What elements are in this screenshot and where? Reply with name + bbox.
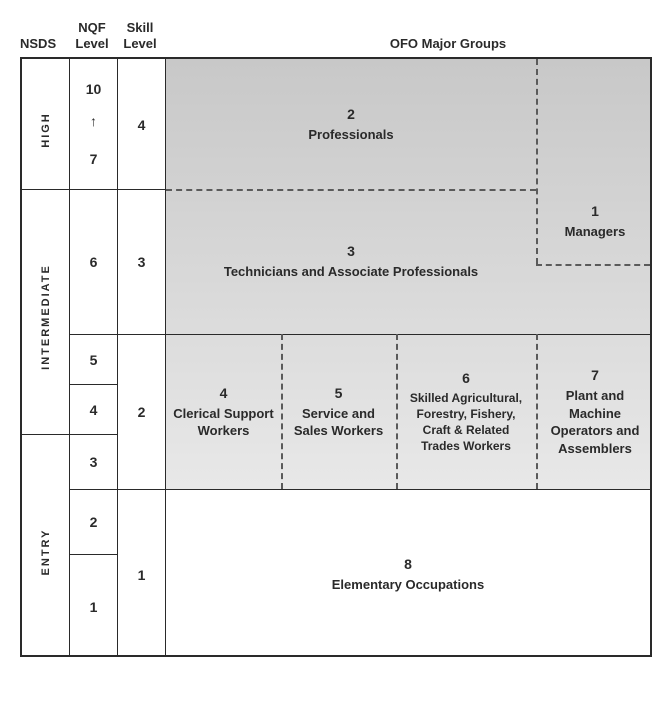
group-technicians: 3 Technicians and Associate Professional… xyxy=(166,189,536,334)
group-8-label: Elementary Occupations xyxy=(332,576,484,594)
nqf-5: 5 xyxy=(70,352,117,368)
nqf-3: 3 xyxy=(70,454,117,470)
group-6-num: 6 xyxy=(462,369,470,388)
group-elementary: 8 Elementary Occupations xyxy=(166,489,650,659)
diagram-body: HIGH INTERMEDIATE ENTRY 10 ↑ 7 6 5 4 3 2 xyxy=(20,57,652,657)
group-3-num: 3 xyxy=(347,242,355,261)
group-1-label: Managers xyxy=(565,223,626,241)
nqf-10: 10 xyxy=(70,81,117,97)
col-nsds: HIGH INTERMEDIATE ENTRY xyxy=(22,59,70,655)
nsds-intermediate: INTERMEDIATE xyxy=(40,264,52,370)
nqf-2: 2 xyxy=(70,514,117,530)
col-skill: 4 3 2 1 xyxy=(118,59,166,655)
group-service: 5 Service and Sales Workers xyxy=(281,334,396,489)
header-ofo: OFO Major Groups xyxy=(164,36,652,52)
group-2-num: 2 xyxy=(347,105,355,124)
group-skilled-ag: 6 Skilled Agricultural, Forestry, Fisher… xyxy=(396,334,536,489)
col-nqf: 10 ↑ 7 6 5 4 3 2 1 xyxy=(70,59,118,655)
header-row: NSDS NQF Level Skill Level OFO Major Gro… xyxy=(20,20,652,51)
skill-2: 2 xyxy=(118,404,165,420)
skill-1: 1 xyxy=(118,567,165,583)
group-3-label: Technicians and Associate Professionals xyxy=(224,263,478,281)
group-6-label: Skilled Agricultural, Forestry, Fishery,… xyxy=(402,390,530,455)
group-4-label: Clerical Support Workers xyxy=(172,405,275,440)
group-5-num: 5 xyxy=(335,384,343,403)
group-8-num: 8 xyxy=(404,555,412,574)
group-5-label: Service and Sales Workers xyxy=(287,405,390,440)
group-1-num: 1 xyxy=(591,202,599,221)
nqf-4: 4 xyxy=(70,402,117,418)
header-nsds: NSDS xyxy=(20,36,68,52)
header-nqf: NQF Level xyxy=(68,20,116,51)
group-managers: 1 Managers xyxy=(536,59,654,264)
skill-4: 4 xyxy=(118,117,165,133)
nqf-arrow-icon: ↑ xyxy=(70,114,117,128)
group-2-label: Professionals xyxy=(308,126,393,144)
nqf-7: 7 xyxy=(70,151,117,167)
nqf-1: 1 xyxy=(70,599,117,615)
group-plant: 7 Plant and Machine Operators and Assemb… xyxy=(536,334,654,489)
header-skill: Skill Level xyxy=(116,20,164,51)
left-columns: HIGH INTERMEDIATE ENTRY 10 ↑ 7 6 5 4 3 2 xyxy=(22,59,166,655)
skill-3: 3 xyxy=(118,254,165,270)
group-4-num: 4 xyxy=(220,384,228,403)
group-7-label: Plant and Machine Operators and Assemble… xyxy=(542,387,648,457)
nsds-entry: ENTRY xyxy=(40,529,52,576)
group-clerical: 4 Clerical Support Workers xyxy=(166,334,281,489)
ofo-canvas: 2 Professionals 1 Managers 3 Technicians… xyxy=(166,59,650,655)
diagram-root: NSDS NQF Level Skill Level OFO Major Gro… xyxy=(20,20,652,657)
group-professionals: 2 Professionals xyxy=(166,59,536,189)
dash-h-managers-bot xyxy=(536,264,650,266)
nsds-high: HIGH xyxy=(40,112,52,148)
group-7-num: 7 xyxy=(591,366,599,385)
nqf-6: 6 xyxy=(70,254,117,270)
